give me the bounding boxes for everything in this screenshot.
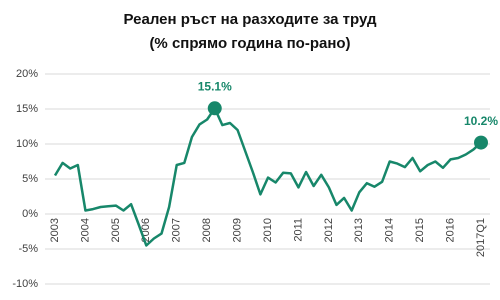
- x-tick-label: 2004: [79, 218, 91, 242]
- x-tick-label: 2014: [384, 218, 396, 242]
- x-tick-label: 2009: [231, 218, 243, 242]
- x-tick-label: 2012: [323, 218, 335, 242]
- highlight-marker: [207, 101, 222, 116]
- x-tick-label: 2010: [262, 218, 274, 242]
- value-label: 15.1%: [198, 79, 232, 93]
- value-label: 10.2%: [464, 114, 498, 128]
- y-tick-label: 0%: [22, 208, 38, 220]
- x-tick-label: 2008: [201, 218, 213, 242]
- highlight-marker: [474, 135, 488, 150]
- x-tick-label: 2003: [49, 218, 61, 242]
- x-tick-label: 2013: [353, 218, 365, 242]
- y-tick-label: 5%: [22, 173, 38, 185]
- y-tick-label: 10%: [16, 138, 38, 150]
- y-tick-label: 20%: [16, 68, 38, 80]
- chart-subtitle: (% спрямо година по-рано): [149, 35, 350, 52]
- x-tick-label: 2005: [110, 218, 122, 242]
- x-tick-label: 2017Q1: [475, 218, 487, 257]
- chart-title: Реален ръст на разходите за труд: [124, 11, 377, 28]
- data-line: [53, 107, 482, 247]
- y-tick-label: -5%: [18, 243, 38, 255]
- x-tick-label: 2016: [444, 218, 456, 242]
- y-tick-label: 15%: [16, 103, 38, 115]
- x-tick-label: 2015: [414, 218, 426, 242]
- x-tick-label: 2011: [292, 218, 304, 242]
- y-tick-label: -10%: [12, 278, 38, 290]
- x-tick-label: 2007: [171, 218, 183, 242]
